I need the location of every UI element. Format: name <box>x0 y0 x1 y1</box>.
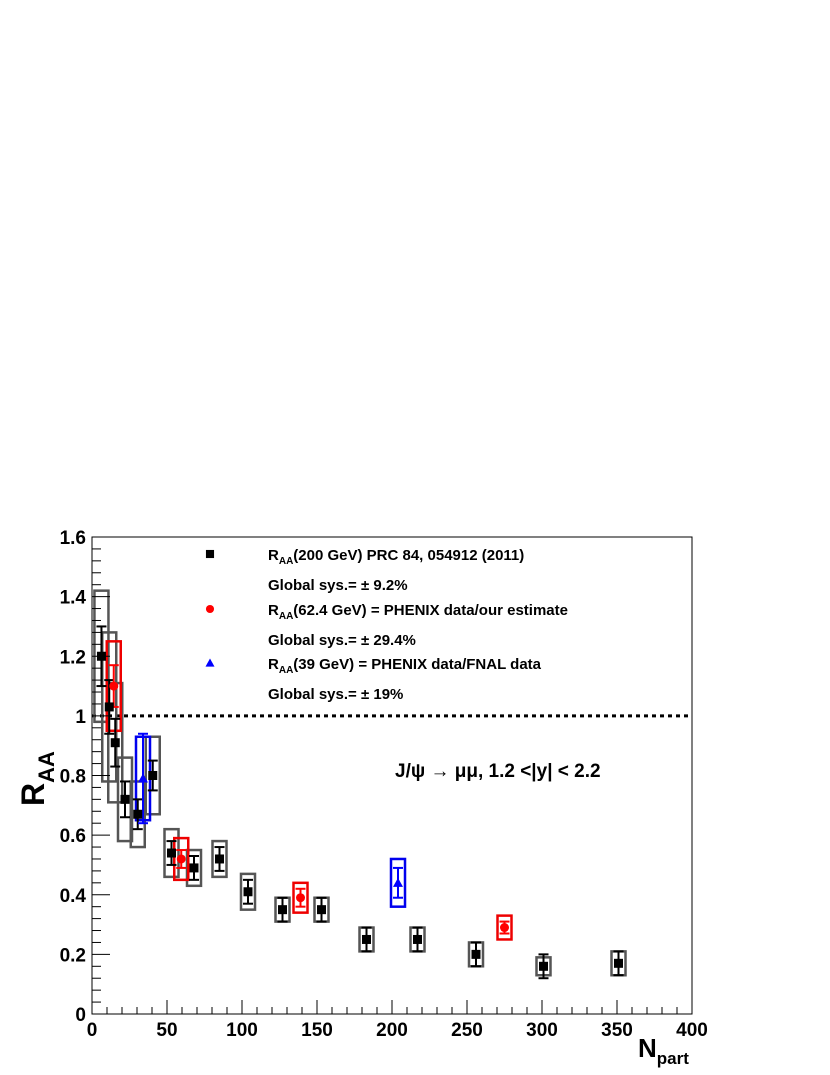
y-tick-label: 0.6 <box>60 826 86 847</box>
data-point <box>110 738 120 748</box>
legend-global-sys: Global sys.= ± 9.2% <box>268 577 408 594</box>
y-tick-label: 0.8 <box>60 767 86 788</box>
y-tick-label: 1.6 <box>60 528 86 549</box>
axes: 0 50 100 150 200 250 300 350 400 0 0.2 0.4 0.6 0.8 1 1.… <box>60 528 708 1041</box>
legend-entry: RAA(200 GeV) PRC 84, 054912 (2011) <box>268 547 524 567</box>
data-point <box>362 934 371 944</box>
data-point <box>176 854 186 864</box>
data-point <box>167 848 176 858</box>
x-tick-label: 100 <box>226 1020 258 1041</box>
sys-box <box>105 640 122 733</box>
sys-box <box>239 872 257 911</box>
data-point <box>471 949 481 959</box>
y-tick-label: 0 <box>75 1005 86 1026</box>
sys-box <box>292 881 309 914</box>
data-markers <box>96 651 623 971</box>
legend-marker <box>205 549 215 559</box>
legend-entry: RAA(39 GeV) = PHENIX data/FNAL data <box>268 656 542 676</box>
sys-box <box>496 914 513 941</box>
plot-frame <box>91 536 693 1015</box>
data-point <box>393 877 403 887</box>
legend-marker <box>205 604 215 614</box>
sys-boxes <box>93 589 627 977</box>
data-point <box>614 958 623 968</box>
sys-box <box>144 735 161 816</box>
sys-box <box>389 857 407 908</box>
sys-box <box>163 827 180 879</box>
legend-entry: RAA(62.4 GeV) = PHENIX data/our estimate <box>268 602 568 622</box>
data-point <box>539 961 548 971</box>
y-tick-label: 1.2 <box>60 647 86 668</box>
data-point <box>278 905 287 915</box>
sys-box <box>173 836 190 882</box>
data-point <box>138 773 148 783</box>
legend-global-sys: Global sys.= ± 19% <box>268 686 403 703</box>
data-point <box>120 794 130 804</box>
data-point <box>148 771 158 780</box>
annotation: J/ψ → μμ, 1.2 <|y| < 2.2 <box>395 761 601 782</box>
x-axis-title: Npart <box>638 1033 689 1068</box>
x-tick-label: 50 <box>156 1020 177 1041</box>
legend-marker <box>205 658 215 667</box>
x-tick-label: 250 <box>451 1020 483 1041</box>
y-axis-title: RAA <box>15 751 59 806</box>
data-point <box>109 681 119 691</box>
data-point <box>243 887 253 897</box>
sys-box <box>211 839 228 879</box>
data-point <box>189 863 199 873</box>
x-tick-label: 350 <box>601 1020 633 1041</box>
data-point <box>500 923 509 933</box>
y-tick-label: 0.4 <box>60 886 87 907</box>
legend-global-sys: Global sys.= ± 29.4% <box>268 632 416 649</box>
y-tick-label: 1.4 <box>60 588 87 609</box>
data-point <box>215 854 224 864</box>
data-point <box>317 905 326 915</box>
data-point <box>296 893 305 903</box>
y-tick-label: 0.2 <box>60 945 86 966</box>
data-point <box>104 702 114 712</box>
x-tick-label: 200 <box>376 1020 408 1041</box>
x-tick-label: 400 <box>676 1020 708 1041</box>
data-point <box>413 934 422 944</box>
y-tick-label: 1 <box>75 707 86 728</box>
legend: RAA(200 GeV) PRC 84, 054912 (2011) Global… <box>205 547 568 703</box>
data-point <box>133 809 143 819</box>
x-tick-label: 150 <box>301 1020 333 1041</box>
x-tick-label: 0 <box>87 1020 98 1041</box>
x-tick-label: 300 <box>526 1020 558 1041</box>
